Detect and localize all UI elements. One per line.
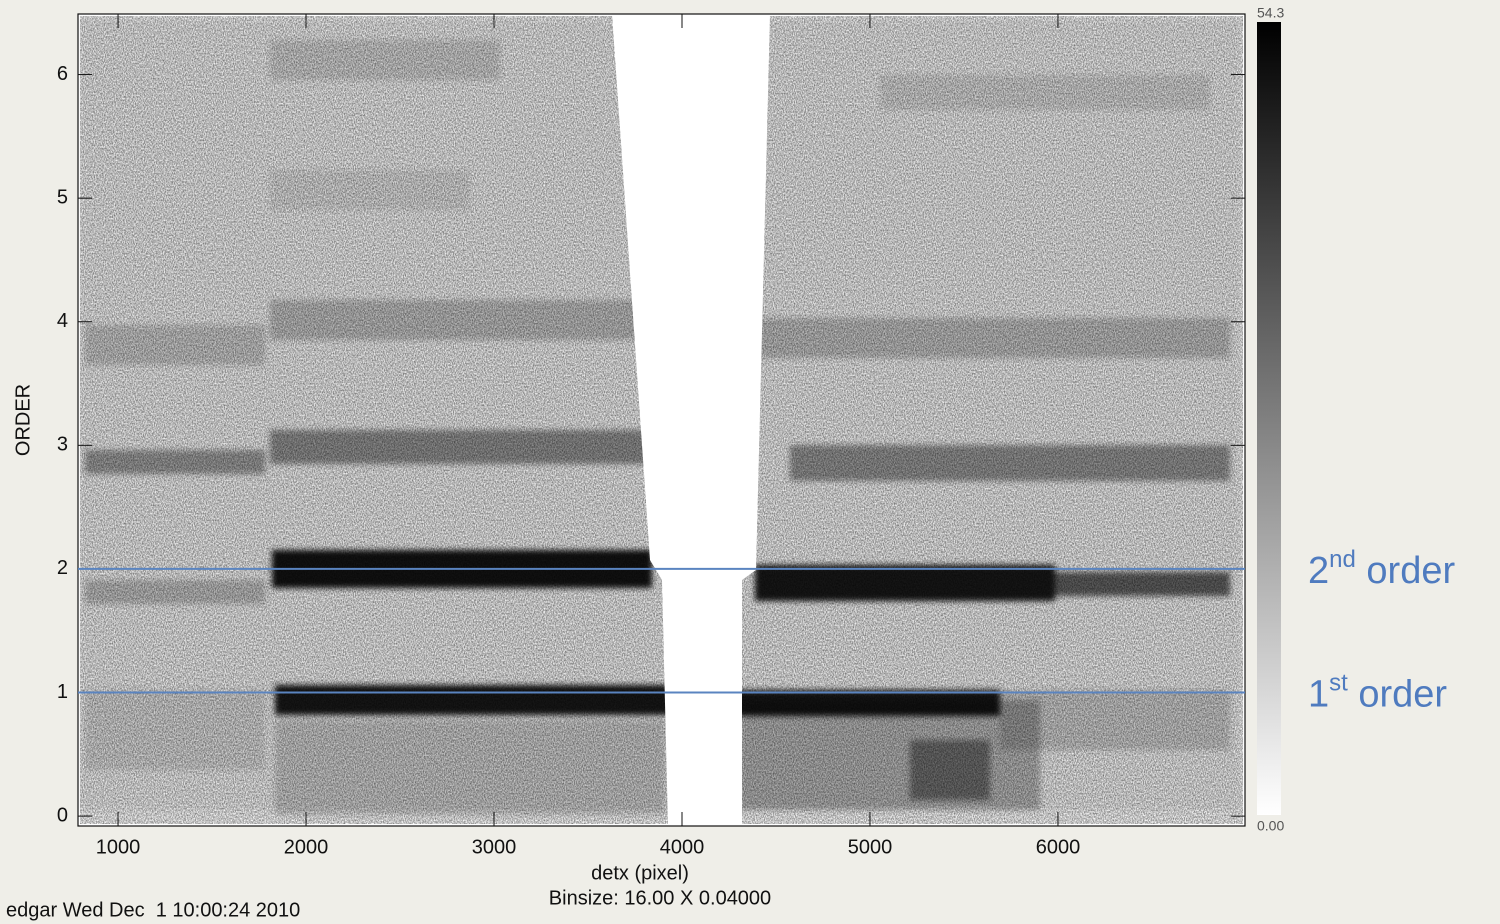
annotation-sup: nd [1329, 546, 1356, 573]
x-tick-label: 6000 [1036, 836, 1081, 858]
gap-region [612, 14, 770, 826]
y-axis-label: ORDER [12, 384, 34, 456]
subtitle: Binsize: 16.00 X 0.04000 [549, 887, 771, 909]
plot-frame [77, 13, 1246, 827]
y-tick-label: 1 [57, 681, 68, 703]
order-annotation: 2nd order [1308, 546, 1455, 592]
annotation-number: 1 [1308, 674, 1329, 716]
x-axis-label: detx (pixel) [591, 862, 689, 884]
colorbar [1257, 22, 1281, 815]
order-annotation: 1st order [1308, 670, 1447, 716]
x-tick-label: 5000 [848, 836, 893, 858]
colorbar-tick-label: 0.00 [1257, 818, 1284, 834]
x-tick-label: 2000 [284, 836, 329, 858]
y-tick-label: 3 [57, 434, 68, 456]
x-tick-label: 1000 [96, 836, 141, 858]
colorbar-tick-label: 54.3 [1257, 5, 1284, 21]
y-tick-label: 0 [57, 804, 68, 826]
y-tick-label: 5 [57, 186, 68, 208]
x-tick-label: 4000 [660, 836, 705, 858]
y-tick-label: 6 [57, 63, 68, 85]
annotation-sup: st [1329, 670, 1348, 697]
x-tick-label: 3000 [472, 836, 517, 858]
annotation-text: order [1348, 674, 1448, 716]
annotation-text: order [1356, 550, 1456, 592]
footer: edgar Wed Dec 1 10:00:24 2010 [6, 899, 300, 921]
y-tick-label: 2 [57, 557, 68, 579]
y-tick-label: 4 [57, 310, 68, 332]
annotation-number: 2 [1308, 550, 1329, 592]
